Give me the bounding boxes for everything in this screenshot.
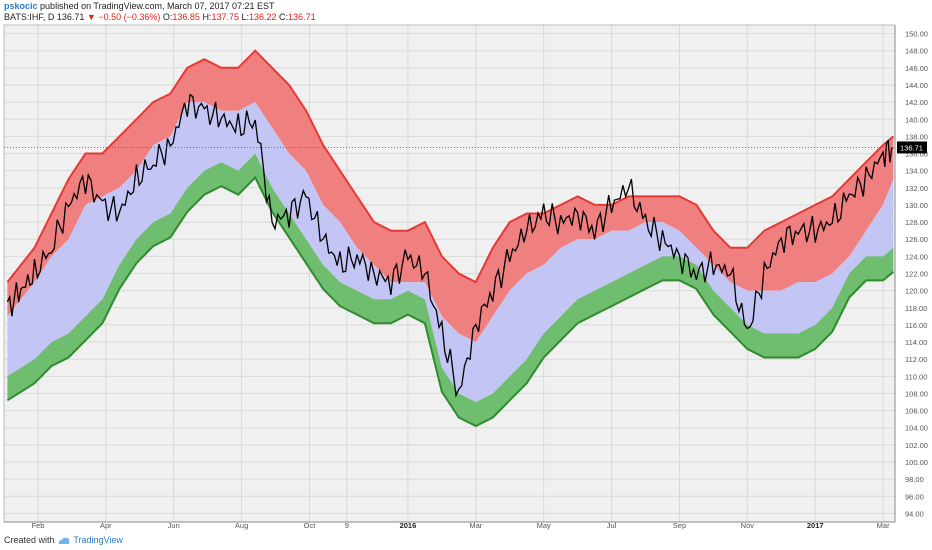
x-tick-label: Jul bbox=[607, 521, 617, 530]
last-price-tag bbox=[897, 141, 927, 154]
last-price-label: 136.71 bbox=[900, 143, 923, 152]
y-tick-label: 122.00 bbox=[905, 270, 928, 279]
y-tick-label: 126.00 bbox=[905, 235, 928, 244]
y-tick-label: 134.00 bbox=[905, 167, 928, 176]
y-tick-label: 104.00 bbox=[905, 424, 928, 433]
low-label: L: bbox=[241, 12, 249, 22]
y-tick-label: 94.00 bbox=[905, 509, 924, 518]
y-tick-label: 146.00 bbox=[905, 64, 928, 73]
x-tick-label: Mar bbox=[469, 521, 482, 530]
x-tick-label: May bbox=[537, 521, 551, 530]
open-label: O: bbox=[162, 12, 173, 22]
y-tick-label: 114.00 bbox=[905, 338, 927, 347]
x-tick-label: 9 bbox=[345, 521, 349, 530]
middle-band-fill bbox=[7, 102, 894, 402]
y-tick-label: 128.00 bbox=[905, 218, 928, 227]
y-tick-label: 100.00 bbox=[905, 458, 928, 467]
author-link[interactable]: pskocic bbox=[4, 1, 38, 11]
footer: Created with TradingView bbox=[4, 534, 123, 546]
x-tick-label: Sep bbox=[673, 521, 686, 530]
y-tick-label: 112.00 bbox=[905, 355, 927, 364]
y-tick-label: 136.00 bbox=[905, 150, 928, 159]
y-tick-label: 148.00 bbox=[905, 47, 928, 56]
y-tick-label: 96.00 bbox=[905, 492, 924, 501]
x-tick-label: Apr bbox=[100, 521, 112, 530]
high-value: 137.75 bbox=[211, 12, 239, 22]
y-tick-label: 102.00 bbox=[905, 441, 928, 450]
y-tick-label: 120.00 bbox=[905, 287, 928, 296]
high-label: H: bbox=[202, 12, 212, 22]
y-tick-label: 140.00 bbox=[905, 115, 928, 124]
ohlc-legend: BATS:IHF, D 136.71 ▼ −0.50 (−0.36%) O:13… bbox=[4, 12, 316, 23]
y-tick-label: 138.00 bbox=[905, 132, 928, 141]
x-tick-label: Oct bbox=[304, 521, 317, 530]
tradingview-link[interactable]: TradingView bbox=[73, 535, 123, 545]
y-tick-label: 106.00 bbox=[905, 407, 928, 416]
price-line bbox=[6, 93, 894, 398]
x-tick-label: Jun bbox=[168, 521, 180, 530]
x-tick-label: Mar bbox=[877, 521, 890, 530]
y-tick-label: 132.00 bbox=[905, 184, 928, 193]
x-tick-label: Nov bbox=[741, 521, 755, 530]
y-tick-label: 108.00 bbox=[905, 389, 928, 398]
y-tick-label: 110.00 bbox=[905, 372, 927, 381]
x-tick-label: 2016 bbox=[400, 521, 417, 530]
y-tick-label: 150.00 bbox=[905, 30, 928, 39]
y-tick-label: 116.00 bbox=[905, 321, 927, 330]
price-line-group bbox=[4, 93, 895, 398]
publish-header: pskocic published on TradingView.com, Ma… bbox=[4, 1, 275, 12]
close-value: 136.71 bbox=[288, 12, 316, 22]
y-axis: 150.00 148.00 146.00 144.00 142.00 140.00 138.… bbox=[894, 25, 928, 522]
change-value: ▼ −0.50 (−0.36%) bbox=[86, 12, 161, 22]
close-label: C: bbox=[279, 12, 289, 22]
last-price: 136.71 bbox=[56, 12, 85, 22]
created-with-text: Created with bbox=[4, 535, 55, 545]
y-tick-label: 124.00 bbox=[905, 252, 928, 261]
y-tick-label: 142.00 bbox=[905, 98, 928, 107]
x-tick-label: Aug bbox=[235, 521, 248, 530]
upper-band-line bbox=[6, 49, 894, 284]
y-tick-label: 118.00 bbox=[905, 304, 927, 313]
bollinger-bands bbox=[6, 49, 894, 428]
low-value: 136.22 bbox=[249, 12, 277, 22]
x-axis: Feb Apr Jun Aug Oct 9 2016 Mar May Jul Sep Nov 2017 M… bbox=[4, 521, 895, 530]
symbol-label: BATS:IHF, D bbox=[4, 12, 55, 22]
open-value: 136.85 bbox=[172, 12, 200, 22]
y-tick-label: 130.00 bbox=[905, 201, 928, 210]
published-text: published on TradingView.com, March 07, … bbox=[40, 1, 275, 11]
x-tick-label: 2017 bbox=[807, 521, 824, 530]
lower-band-line bbox=[6, 175, 894, 428]
y-tick-label: 98.00 bbox=[905, 475, 924, 484]
y-tick-label: 144.00 bbox=[905, 81, 928, 90]
upper-band-fill bbox=[7, 50, 894, 343]
x-tick-label: Feb bbox=[31, 521, 44, 530]
tradingview-logo-icon bbox=[57, 535, 73, 545]
